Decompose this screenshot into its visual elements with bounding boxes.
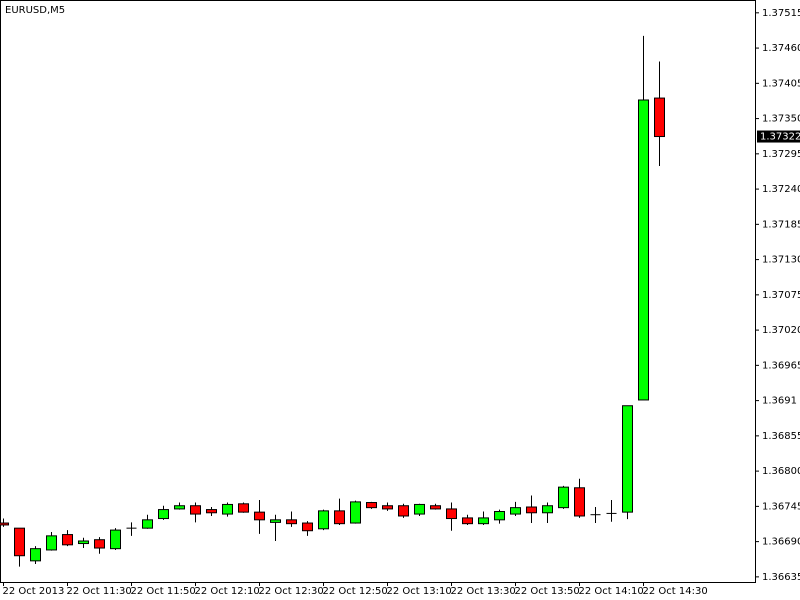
candle-body (350, 501, 361, 524)
last-price-box (757, 130, 800, 143)
candle-body (430, 505, 441, 510)
candle-body (206, 509, 217, 514)
candle-body (398, 505, 409, 517)
candle-body (494, 510, 505, 521)
candle-body (254, 511, 265, 521)
x-tick-label: 22 Oct 12:30 (259, 586, 324, 597)
candle-body (318, 510, 329, 530)
y-tick-label: 1.37020 (762, 325, 800, 336)
x-tick-label: 22 Oct 13:50 (515, 586, 580, 597)
candle-body (558, 486, 569, 509)
y-tick-label: 1.37130 (762, 255, 800, 266)
candle-body (222, 503, 233, 515)
x-tick-label: 22 Oct 12:10 (195, 586, 260, 597)
candle-body (414, 503, 425, 515)
last-price-label: 1.37322 (760, 132, 800, 143)
candle-body (574, 487, 585, 517)
x-tick-label: 22 Oct 13:30 (451, 586, 516, 597)
chart-title: EURUSD,M5 (5, 5, 65, 16)
candle-body (526, 506, 537, 514)
candle-body (14, 527, 25, 557)
candle-body (158, 509, 169, 520)
x-tick-label: 22 Oct 11:30 (67, 586, 132, 597)
candle-body (462, 517, 473, 525)
candle-body (94, 539, 105, 549)
candle-body (542, 505, 553, 514)
y-tick-label: 1.36635 (762, 572, 800, 583)
x-tick-label: 22 Oct 12:50 (323, 586, 388, 597)
y-tick-label: 1.37240 (762, 184, 800, 195)
x-tick-label: 22 Oct 13:10 (387, 586, 452, 597)
candle-body (270, 519, 281, 523)
y-tick-label: 1.37460 (762, 43, 800, 54)
candle-body (78, 540, 89, 545)
candle-body (190, 505, 201, 515)
candle-body (446, 508, 457, 520)
candle-body (366, 502, 377, 509)
candle-body (62, 534, 73, 546)
candle-body (30, 548, 41, 562)
candle-body (478, 517, 489, 525)
candle-body (174, 505, 185, 510)
y-tick-label: 1.37075 (762, 290, 800, 301)
candle-body (110, 529, 121, 550)
candle-body (510, 507, 521, 515)
x-tick-label: 22 Oct 14:30 (643, 586, 708, 597)
y-tick-label: 1.37185 (762, 219, 800, 230)
plot-frame (0, 0, 756, 583)
candle-body (622, 405, 633, 513)
candle-body (46, 535, 57, 551)
y-tick-label: 1.3691 (762, 396, 797, 407)
candle-body (0, 522, 9, 526)
y-tick-label: 1.36855 (762, 431, 800, 442)
x-tick-label: 22 Oct 11:50 (131, 586, 196, 597)
y-tick-label: 1.36965 (762, 360, 800, 371)
x-tick-label: 22 Oct 14:10 (579, 586, 644, 597)
candle-body (142, 519, 153, 529)
y-tick-label: 1.37515 (762, 8, 800, 19)
y-tick-label: 1.36745 (762, 501, 800, 512)
y-tick-label: 1.36690 (762, 537, 800, 548)
candle-body (334, 510, 345, 525)
candle-body (238, 503, 249, 513)
y-tick-label: 1.37405 (762, 78, 800, 89)
y-tick-label: 1.36800 (762, 466, 800, 477)
candle-body (654, 97, 665, 138)
y-tick-label: 1.37350 (762, 114, 800, 125)
candle-body (286, 519, 297, 525)
candle-body (302, 522, 313, 532)
y-tick-label: 1.37295 (762, 149, 800, 160)
candle-body (382, 505, 393, 510)
x-tick-label: 22 Oct 2013 (3, 586, 65, 597)
candle-body (638, 99, 649, 401)
